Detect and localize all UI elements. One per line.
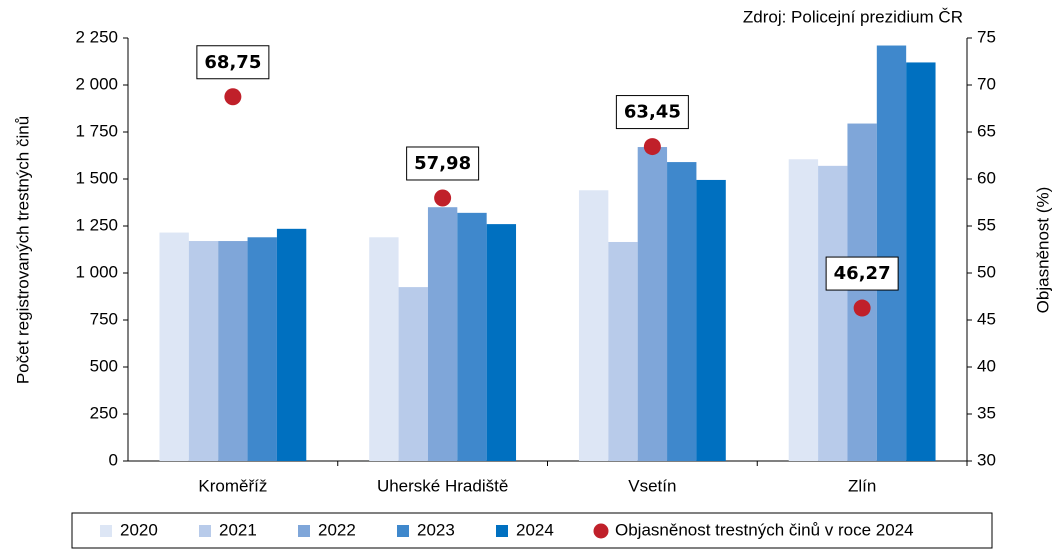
data-label: 46,27 [834, 263, 891, 284]
y-tick-label: 750 [90, 309, 118, 328]
point [224, 88, 242, 106]
bar [486, 224, 517, 461]
x-tick-label: Kroměříž [198, 476, 267, 495]
legend-label: 2023 [417, 520, 455, 539]
bar [667, 162, 697, 461]
bar [906, 62, 936, 461]
y2-tick-label: 60 [977, 168, 996, 187]
y-axis-label: Počet registrovaných trestných činů [13, 116, 32, 384]
legend-swatch [496, 525, 508, 537]
bar [398, 287, 428, 461]
y-tick-label: 250 [90, 403, 118, 422]
data-label-box [615, 95, 689, 130]
bar [696, 179, 726, 461]
bar [578, 190, 609, 461]
point [853, 299, 871, 317]
bar [608, 241, 638, 461]
bar [788, 159, 819, 461]
bar [218, 241, 248, 461]
x-tick-label: Uherské Hradiště [377, 476, 508, 495]
y2-tick-label: 70 [977, 74, 996, 93]
data-label: 57,98 [414, 153, 471, 174]
y2-tick-label: 75 [977, 27, 996, 46]
y2-tick-label: 40 [977, 356, 996, 375]
x-tick-label: Vsetín [628, 476, 676, 495]
bar [159, 232, 189, 461]
legend-label: 2022 [318, 520, 356, 539]
y2-tick-label: 65 [977, 121, 996, 140]
legend-swatch [298, 525, 310, 537]
bar [369, 237, 399, 461]
legend-swatch [100, 525, 112, 537]
source: Zdroj: Policejní prezidium ČR [743, 7, 963, 26]
y-tick-label: 2 250 [75, 27, 118, 46]
legend-swatch [397, 525, 409, 537]
y2-axis-label: Objasněnost (%) [1033, 187, 1052, 314]
data-label-box [196, 45, 270, 80]
bar [427, 207, 458, 461]
y-tick-label: 1 750 [75, 121, 118, 140]
bar [637, 147, 668, 462]
legend-box [71, 512, 993, 549]
y-tick-label: 500 [90, 356, 118, 375]
x-tick-label: Zlín [848, 476, 876, 495]
y2-tick-label: 35 [977, 403, 996, 422]
bar [188, 241, 219, 461]
bar [457, 212, 487, 461]
y2-tick-label: 55 [977, 215, 996, 234]
data-label-box [406, 146, 480, 181]
data-label-box [825, 256, 899, 291]
y-tick-label: 1 000 [75, 262, 118, 281]
point [434, 189, 452, 207]
y-tick-label: 2 000 [75, 74, 118, 93]
y-tick-label: 0 [109, 450, 118, 469]
bar [247, 237, 277, 461]
bar [847, 123, 877, 461]
y2-tick-label: 45 [977, 309, 996, 328]
bar [276, 228, 307, 461]
y2-tick-label: 50 [977, 262, 996, 281]
legend-label: 2024 [516, 520, 554, 539]
bar [876, 45, 907, 462]
y-tick-label: 1 250 [75, 215, 118, 234]
data-label: 68,75 [204, 52, 261, 73]
legend-label: Objasněnost trestných činů v roce 2024 [615, 520, 914, 539]
legend-label: 2020 [120, 520, 158, 539]
legend-marker [593, 523, 609, 539]
point [643, 138, 661, 156]
bar [818, 165, 848, 461]
legend-swatch [199, 525, 211, 537]
y2-tick-label: 30 [977, 450, 996, 469]
data-label: 63,45 [624, 102, 681, 123]
legend-label: 2021 [219, 520, 257, 539]
y-tick-label: 1 500 [75, 168, 118, 187]
